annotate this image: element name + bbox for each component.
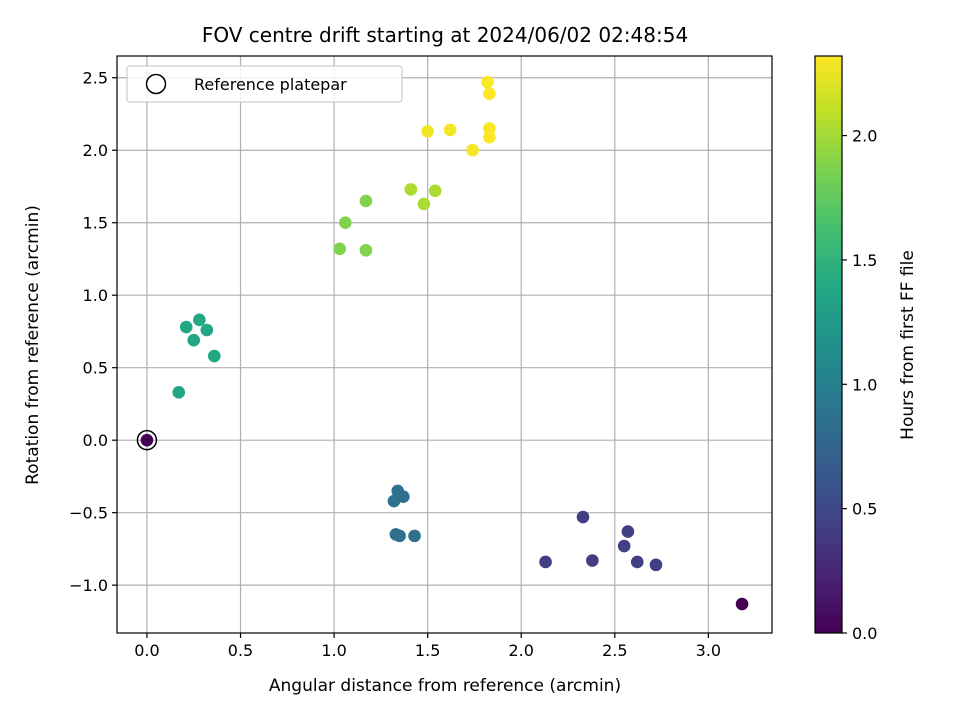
data-point <box>140 433 154 447</box>
legend: Reference platepar <box>126 65 403 103</box>
data-point <box>617 539 631 553</box>
data-point <box>735 597 749 611</box>
colorbar-tick-label: 2.0 <box>852 127 877 146</box>
data-point <box>404 183 418 196</box>
data-point <box>466 143 479 157</box>
data-point <box>200 323 214 337</box>
x-tick-label: 1.0 <box>321 641 346 660</box>
data-point <box>483 130 496 144</box>
y-tick-label: −0.5 <box>69 504 108 523</box>
data-point <box>187 333 201 347</box>
data-point <box>586 554 599 567</box>
x-axis-label: Angular distance from reference (arcmin) <box>269 676 621 696</box>
plot-area-frame <box>116 55 773 634</box>
y-tick-label: 1.5 <box>83 214 108 233</box>
data-point <box>483 87 496 100</box>
y-axis-ticks: −1.0 −0.5 0.0 0.5 1.0 1.5 2.0 2.5 <box>69 69 117 595</box>
data-point <box>359 243 373 257</box>
data-point <box>621 525 635 538</box>
y-tick-label: 2.0 <box>83 141 108 160</box>
x-tick-label: 2.0 <box>509 641 534 660</box>
x-tick-label: 1.5 <box>415 641 440 660</box>
reference-platepar-marker <box>136 429 158 451</box>
legend-marker-hollow-circle <box>145 73 167 95</box>
data-point <box>387 494 401 508</box>
data-point <box>649 558 663 572</box>
data-point <box>333 242 347 256</box>
data-point <box>208 349 221 363</box>
legend-label: Reference platepar <box>194 75 347 94</box>
y-tick-label: 2.5 <box>83 69 108 88</box>
data-point <box>481 75 494 89</box>
grid <box>117 56 772 633</box>
y-tick-label: 1.0 <box>83 286 108 305</box>
colorbar-tick-label: 0.0 <box>852 624 877 643</box>
data-point <box>193 313 206 327</box>
x-tick-label: 0.5 <box>228 641 253 660</box>
data-point <box>421 125 434 138</box>
y-tick-label: −1.0 <box>69 576 108 595</box>
data-point <box>408 529 421 543</box>
data-point <box>576 510 590 524</box>
colorbar-ticks: 0.0 0.5 1.0 1.5 2.0 <box>842 127 877 643</box>
data-point <box>443 123 457 137</box>
data-point <box>339 216 352 230</box>
x-tick-label: 3.0 <box>696 641 721 660</box>
data-point <box>359 194 373 208</box>
data-point <box>179 320 193 334</box>
data-point <box>393 529 406 543</box>
colorbar-tick-label: 1.0 <box>852 375 877 394</box>
y-axis-label: Rotation from reference (arcmin) <box>23 205 43 485</box>
data-point <box>539 555 552 569</box>
y-tick-label: 0.5 <box>83 359 108 378</box>
chart-title: FOV centre drift starting at 2024/06/02 … <box>202 23 688 47</box>
colorbar-label: Hours from first FF file <box>898 250 918 440</box>
x-tick-label: 0.0 <box>134 641 159 660</box>
data-point <box>483 122 496 135</box>
colorbar-tick-label: 1.5 <box>852 251 877 270</box>
x-axis-ticks: 0.0 0.5 1.0 1.5 2.0 2.5 3.0 <box>134 633 721 660</box>
y-tick-label: 0.0 <box>83 431 108 450</box>
data-point <box>397 490 410 504</box>
data-point <box>428 184 442 198</box>
data-points <box>136 75 749 611</box>
colorbar-tick-label: 0.5 <box>852 500 877 519</box>
data-point <box>417 197 431 211</box>
legend-box <box>126 65 403 103</box>
colorbar <box>814 55 843 634</box>
data-point <box>172 386 186 399</box>
data-point <box>630 555 644 569</box>
x-tick-label: 2.5 <box>602 641 627 660</box>
